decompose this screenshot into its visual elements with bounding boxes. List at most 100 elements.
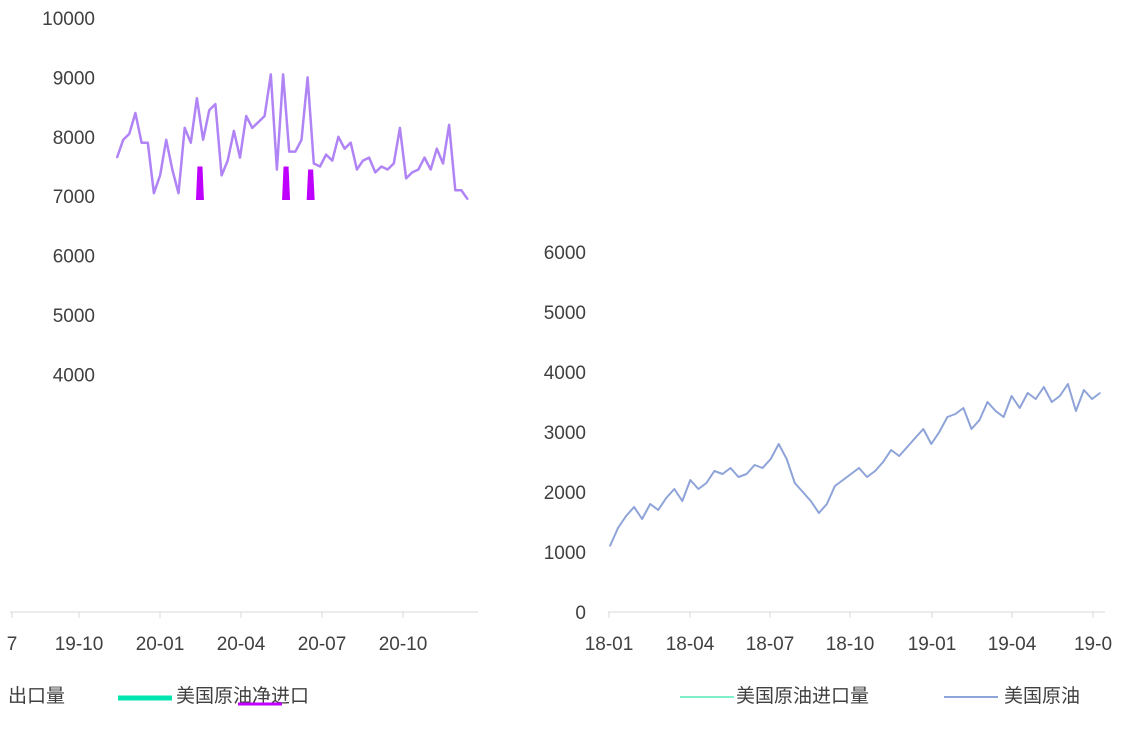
right-exports-point-44 <box>962 407 965 409</box>
right-y-tick-2: 4000 <box>544 363 586 384</box>
right-exports-point-57 <box>1067 383 1069 385</box>
right-x-tick-labels: 18-01 18-04 18-07 18-10 19-01 19-04 19-0 <box>585 612 1112 655</box>
right-exports-point-2 <box>625 515 627 517</box>
legend-label-right-1: 美国原油 <box>1004 685 1080 707</box>
left-imports-point-56 <box>460 189 463 192</box>
left-imports-point-29 <box>294 150 297 153</box>
left-imports-point-13 <box>196 97 198 99</box>
left-imports-point-0 <box>116 156 118 159</box>
right-y-tick-labels: 6000 5000 4000 3000 2000 1000 0 <box>544 243 586 624</box>
left-imports-point-1 <box>122 139 124 141</box>
right-exports-point-38 <box>914 437 916 439</box>
right-exports-point-42 <box>946 416 949 418</box>
right-exports-point-52 <box>1026 392 1029 394</box>
right-exports-point-30 <box>850 473 852 475</box>
right-exports-point-61 <box>1099 392 1101 394</box>
right-exports-point-60 <box>1091 398 1093 400</box>
right-exports-point-35 <box>890 449 892 451</box>
right-y-tick-3: 3000 <box>544 423 586 444</box>
left-imports-point-18 <box>226 159 229 162</box>
right-exports-point-7 <box>665 497 667 499</box>
left-magenta-spike-0 <box>195 166 204 200</box>
right-exports-point-58 <box>1075 410 1077 412</box>
right-y-tick-5: 1000 <box>544 543 586 564</box>
right-exports-point-31 <box>858 467 860 469</box>
right-exports-point-15 <box>729 467 732 469</box>
right-y-tick-4: 2000 <box>544 483 586 504</box>
left-magenta-spike-1 <box>282 166 291 200</box>
left-imports-point-47 <box>405 177 407 180</box>
right-exports-point-25 <box>810 500 812 502</box>
left-x-tick-2: 20-01 <box>136 634 185 655</box>
legend: 出口量 美国原油净进口 美国原油进口量 美国原油 <box>8 685 1080 707</box>
right-exports-point-8 <box>673 488 676 490</box>
left-imports-point-48 <box>411 171 414 174</box>
left-imports-point-41 <box>368 156 370 159</box>
left-imports-point-3 <box>134 112 137 114</box>
left-imports-point-49 <box>417 168 420 171</box>
right-exports-point-54 <box>1043 386 1045 388</box>
right-exports-point-50 <box>1010 395 1013 397</box>
left-imports-point-55 <box>454 189 457 192</box>
left-imports-point-30 <box>300 139 303 141</box>
left-imports-point-25 <box>270 73 272 76</box>
left-chart-panel: 10000 9000 8000 7000 6000 5000 4000 7 19-10 20-0… <box>7 9 478 655</box>
right-exports-point-41 <box>938 431 941 433</box>
right-x-tick-3: 18-10 <box>826 634 875 655</box>
right-series-exports-line <box>609 383 1101 547</box>
right-exports-point-6 <box>657 509 659 511</box>
left-imports-point-10 <box>177 192 180 194</box>
right-exports-point-9 <box>681 500 684 502</box>
right-exports-point-5 <box>649 503 651 505</box>
left-x-tick-5: 20-10 <box>379 634 428 655</box>
right-exports-point-22 <box>785 458 788 460</box>
right-exports-point-16 <box>737 476 740 478</box>
left-y-tick-6: 4000 <box>53 365 95 386</box>
legend-label-right-0: 美国原油进口量 <box>736 685 869 707</box>
right-exports-point-45 <box>970 428 973 430</box>
left-imports-point-5 <box>147 141 149 144</box>
right-exports-point-33 <box>874 470 876 472</box>
right-exports-point-51 <box>1018 407 1021 409</box>
left-series-imports-line <box>115 73 469 200</box>
left-imports-point-8 <box>165 139 167 141</box>
left-y-tick-3: 7000 <box>53 187 95 208</box>
left-imports-point-28 <box>288 150 291 153</box>
right-exports-point-53 <box>1034 398 1037 400</box>
left-imports-point-31 <box>306 76 309 79</box>
right-exports-point-46 <box>978 419 981 421</box>
right-exports-point-43 <box>954 413 957 415</box>
right-exports-point-4 <box>641 518 643 520</box>
left-imports-point-26 <box>276 168 278 171</box>
left-y-tick-4: 6000 <box>53 247 95 268</box>
left-imports-point-17 <box>220 174 223 177</box>
right-exports-point-36 <box>898 455 900 457</box>
left-imports-point-15 <box>208 109 211 111</box>
left-imports-point-4 <box>140 141 143 144</box>
right-exports-point-37 <box>906 446 908 448</box>
left-x-tick-0: 7 <box>7 634 18 655</box>
left-imports-point-40 <box>362 159 364 162</box>
right-exports-point-34 <box>882 461 884 463</box>
left-x-tick-4: 20-07 <box>298 634 347 655</box>
left-imports-point-9 <box>171 168 174 171</box>
right-series-group <box>609 383 1101 547</box>
right-exports-point-12 <box>705 482 708 484</box>
right-exports-point-10 <box>689 479 692 481</box>
right-exports-point-1 <box>617 527 619 529</box>
left-imports-point-39 <box>356 168 358 171</box>
left-imports-point-24 <box>263 115 266 117</box>
left-imports-point-6 <box>153 192 155 194</box>
left-magenta-spike-2 <box>306 169 315 200</box>
right-exports-point-18 <box>753 464 756 466</box>
right-exports-point-17 <box>745 473 748 475</box>
right-x-tick-1: 18-04 <box>666 634 715 655</box>
left-imports-point-53 <box>442 162 444 165</box>
left-imports-point-20 <box>239 156 241 159</box>
right-exports-point-48 <box>994 410 997 412</box>
right-exports-point-23 <box>794 482 796 484</box>
right-exports-point-20 <box>769 458 772 460</box>
